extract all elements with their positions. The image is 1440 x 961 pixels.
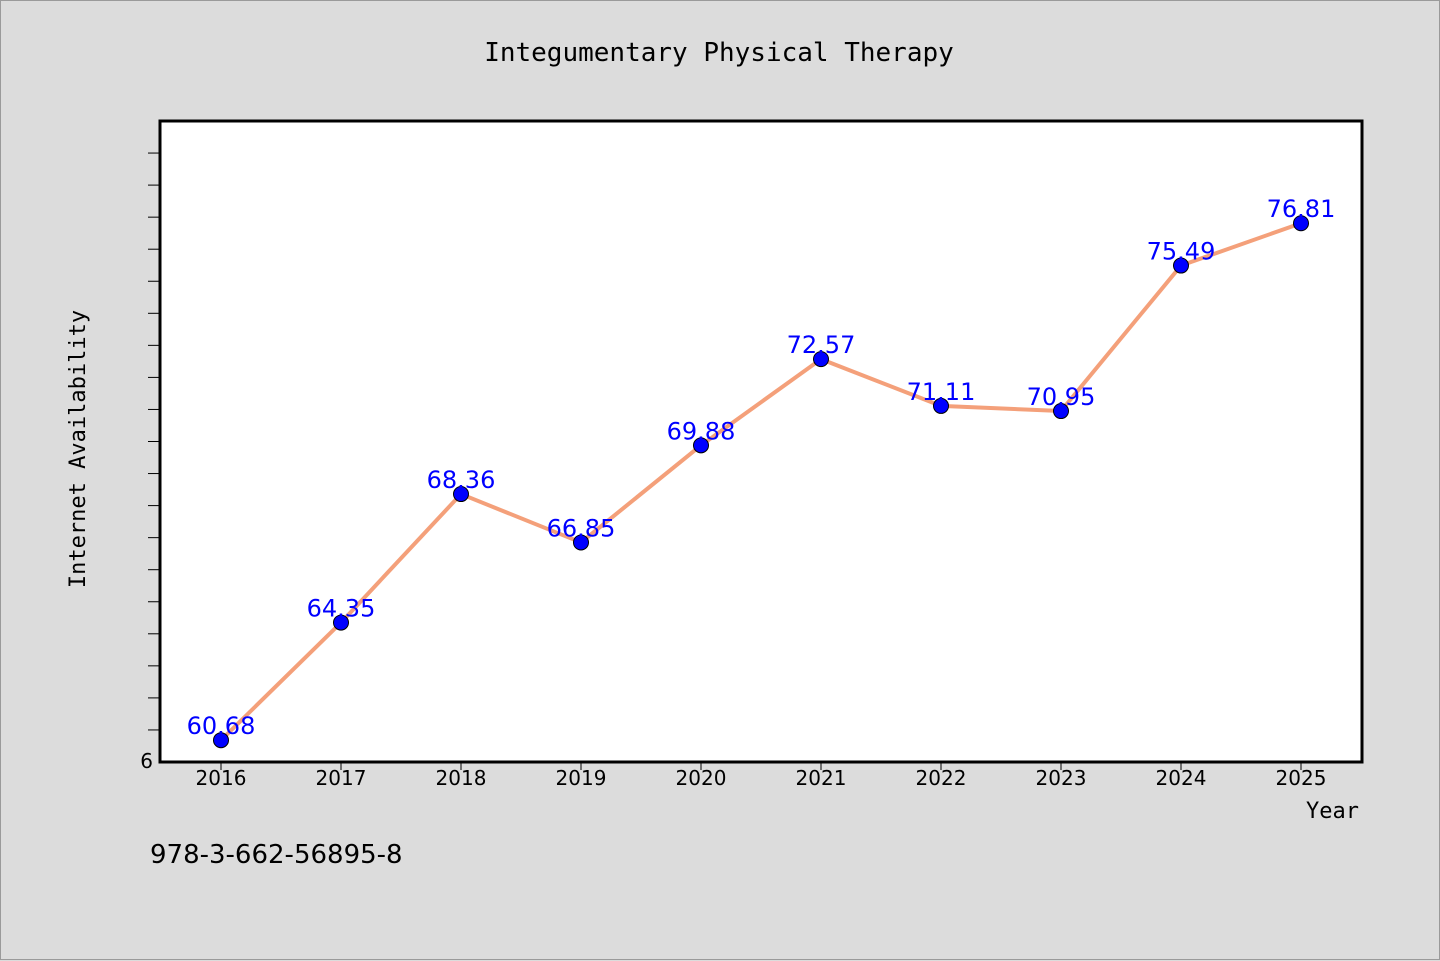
data-label: 64.35	[307, 595, 376, 623]
data-label: 76.81	[1267, 195, 1336, 223]
data-point	[933, 397, 949, 414]
data-point	[1173, 257, 1189, 274]
data-point	[333, 614, 349, 631]
data-label: 69.88	[667, 417, 736, 445]
x-tick-label: 2017	[316, 766, 367, 790]
data-point	[453, 486, 469, 503]
x-tick-label: 2019	[556, 766, 607, 790]
isbn-footer: 978-3-662-56895-8	[150, 840, 403, 870]
y-axis-ticks: 6	[140, 152, 160, 773]
data-point	[693, 437, 709, 454]
data-label: 75.49	[1147, 238, 1216, 266]
plot-area	[158, 119, 1364, 764]
x-tick-label: 2024	[1156, 766, 1207, 790]
data-label: 66.85	[547, 514, 616, 542]
chart-title: Integumentary Physical Therapy	[484, 38, 954, 68]
data-label: 68.36	[427, 466, 496, 494]
x-tick-label: 2020	[676, 766, 727, 790]
x-tick-label: 2021	[796, 766, 847, 790]
series-line	[219, 221, 1302, 742]
x-tick-label: 2022	[916, 766, 967, 790]
data-point	[1053, 403, 1069, 420]
data-point	[213, 732, 229, 749]
data-point	[573, 534, 589, 551]
x-tick-label: 2018	[436, 766, 487, 790]
data-point	[1293, 215, 1309, 232]
data-points	[213, 215, 1309, 749]
data-label: 70.95	[1027, 383, 1096, 411]
x-axis-ticks: 2016 2017 2018 2019 2020 2021 2022 2023 2024 2025	[196, 762, 1327, 790]
data-label: 72.57	[787, 331, 856, 359]
x-tick-label: 2025	[1276, 766, 1327, 790]
data-label: 71.11	[907, 378, 976, 406]
data-label: 60.68	[187, 712, 256, 740]
x-tick-label: 2023	[1036, 766, 1087, 790]
data-labels: 60.68 64.35 68.36 66.85 69.88 72.57 71.11 70.95…	[187, 195, 1336, 740]
x-tick-label: 2016	[196, 766, 247, 790]
y-axis-label: Internet Availability	[66, 310, 91, 588]
x-axis-label: Year	[1306, 799, 1359, 824]
y-tick-label: 6	[140, 749, 153, 773]
data-point	[813, 351, 829, 368]
